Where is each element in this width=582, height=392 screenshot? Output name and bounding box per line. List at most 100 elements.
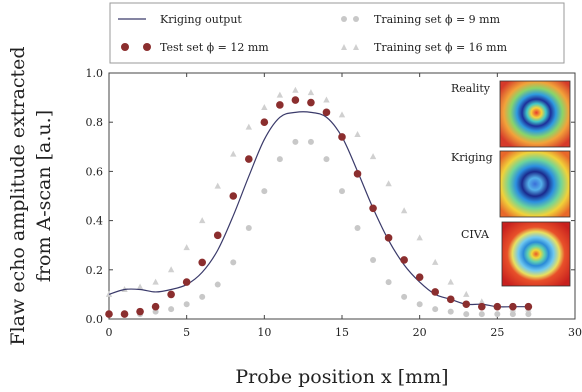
x-tick-label: 10: [257, 326, 271, 339]
legend-swatch-test12: [121, 43, 151, 51]
data-point-train9: [447, 308, 454, 315]
data-point-train16: [183, 244, 190, 251]
data-point-train9: [478, 311, 485, 318]
data-point-test12: [478, 302, 486, 311]
y-axis-label-line2: from A-scan [a.u.]: [33, 110, 55, 282]
data-point-train9: [230, 259, 237, 266]
data-point-test12: [276, 101, 284, 109]
inset-civa-image: [501, 221, 571, 287]
x-tick-label: 25: [490, 326, 504, 339]
data-point-train16: [199, 217, 206, 224]
inset-civa: CIVA: [461, 221, 571, 287]
data-point-test12: [213, 231, 222, 240]
legend-label-train9: Training set ϕ = 9 mm: [374, 13, 501, 26]
data-point-test12: [509, 302, 517, 311]
y-tick-label: 0.8: [86, 116, 104, 129]
x-tick-label: 0: [106, 326, 113, 339]
data-point-test12: [229, 192, 238, 200]
data-point-train9: [245, 224, 252, 231]
x-tick-label: 20: [413, 326, 427, 339]
data-point-train9: [494, 311, 501, 318]
data-point-train9: [509, 311, 516, 318]
data-point-train16: [447, 278, 454, 285]
data-point-test12: [446, 295, 455, 304]
series-kriging: [108, 111, 529, 308]
inset-reality: Reality: [451, 80, 571, 148]
y-tick-label: 0.4: [86, 215, 104, 228]
data-point-train16: [400, 207, 408, 214]
data-point-train9: [354, 224, 361, 231]
data-point-test12: [198, 258, 206, 267]
inset-kriging-label: Kriging: [451, 151, 493, 164]
data-point-train16: [416, 234, 423, 241]
data-point-train16: [463, 290, 470, 297]
inset-kriging-image: [499, 150, 571, 218]
data-point-train16: [432, 258, 439, 265]
data-point-test12: [493, 302, 502, 311]
data-point-train9: [261, 188, 268, 195]
data-point-test12: [136, 307, 144, 316]
data-point-train9: [183, 301, 190, 308]
data-point-train16: [354, 131, 361, 137]
y-tick-label: 1.0: [86, 67, 104, 80]
data-point-test12: [322, 108, 331, 117]
legend-label-train16: Training set ϕ = 16 mm: [374, 41, 508, 54]
data-point-train9: [339, 188, 345, 195]
data-point-train16: [230, 150, 237, 157]
data-point-train16: [369, 153, 377, 160]
series-test12: [105, 96, 533, 318]
legend-label-kriging: Kriging output: [160, 13, 242, 26]
data-point-train9: [525, 311, 532, 318]
data-point-train16: [152, 278, 159, 285]
data-point-test12: [167, 290, 175, 299]
data-point-train9: [401, 293, 408, 300]
x-tick-label: 15: [335, 326, 349, 339]
data-point-train9: [307, 138, 314, 145]
data-point-test12: [400, 256, 408, 264]
data-point-train16: [478, 298, 485, 305]
data-point-train16: [338, 111, 346, 118]
data-point-train16: [261, 103, 268, 110]
data-point-test12: [291, 96, 300, 104]
data-point-train9: [199, 293, 206, 300]
data-point-test12: [260, 118, 269, 126]
data-point-train16: [245, 123, 252, 130]
data-point-test12: [151, 302, 160, 311]
data-point-test12: [120, 310, 129, 318]
data-point-train9: [385, 279, 392, 286]
data-point-train16: [307, 89, 315, 96]
data-point-test12: [524, 302, 533, 311]
data-point-test12: [353, 170, 362, 178]
data-point-train9: [214, 281, 221, 288]
y-tick-label: 0.6: [86, 165, 104, 178]
inset-civa-label: CIVA: [461, 228, 490, 241]
inset-kriging: Kriging: [451, 150, 571, 218]
x-tick-label: 30: [568, 326, 582, 339]
kriging-output-line: [108, 111, 529, 308]
data-point-test12: [369, 204, 377, 213]
x-tick-label: 5: [183, 326, 190, 339]
data-point-train9: [416, 301, 423, 308]
data-point-train9: [432, 306, 439, 313]
data-point-train16: [292, 86, 299, 93]
data-point-train9: [276, 156, 283, 163]
data-point-train16: [136, 283, 144, 290]
data-point-train16: [167, 266, 175, 273]
data-point-train9: [168, 306, 175, 313]
data-point-train9: [463, 311, 470, 318]
data-point-test12: [307, 98, 315, 107]
legend-swatch-train9: [341, 16, 359, 22]
data-point-train16: [276, 91, 284, 98]
data-point-test12: [384, 234, 393, 242]
data-point-test12: [105, 310, 113, 318]
legend-label-test12: Test set ϕ = 12 mm: [160, 41, 269, 54]
data-point-test12: [338, 133, 346, 141]
inset-reality-image: [499, 80, 571, 148]
inset-reality-label: Reality: [451, 82, 491, 95]
legend-swatch-train16: [341, 44, 359, 50]
data-point-train16: [323, 96, 330, 103]
series-layer: [105, 86, 533, 318]
data-point-test12: [182, 278, 191, 286]
data-point-train16: [385, 180, 392, 187]
